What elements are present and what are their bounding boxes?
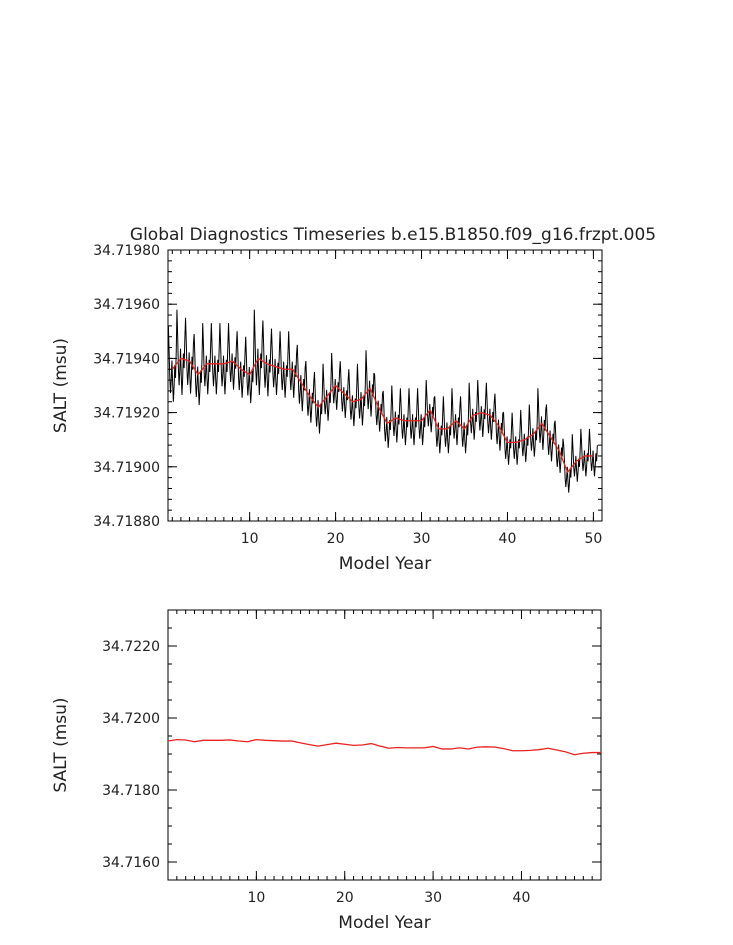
x-tick-label: 40 — [499, 531, 517, 547]
y-tick-label: 34.7180 — [102, 783, 160, 799]
x-tick-label: 40 — [513, 890, 531, 906]
y-tick-label: 34.7160 — [102, 855, 160, 871]
x-tick-label: 20 — [327, 531, 345, 547]
y-tick-label: 34.71920 — [93, 406, 160, 422]
plot-frame — [167, 249, 603, 522]
y-tick-label: 34.71980 — [93, 243, 160, 259]
x-tick-label: 30 — [413, 531, 431, 547]
y-axis-label: SALT (msu) — [51, 338, 71, 433]
x-tick-label: 20 — [336, 890, 354, 906]
x-tick-label: 10 — [241, 531, 259, 547]
y-tick-label: 34.71960 — [93, 297, 160, 313]
annual-mean-line — [171, 357, 594, 474]
y-tick-label: 34.71880 — [93, 514, 160, 530]
y-tick-label: 34.71940 — [93, 351, 160, 367]
y-axis-label: SALT (msu) — [51, 697, 71, 792]
plot-frame — [167, 609, 602, 881]
monthly-series-line — [167, 309, 598, 493]
chart-title: Global Diagnostics Timeseries b.e15.B185… — [130, 225, 656, 245]
y-tick-label: 34.7220 — [102, 639, 160, 655]
x-tick-label: 30 — [424, 890, 442, 906]
y-tick-label: 34.7200 — [102, 711, 160, 727]
x-tick-label: 10 — [247, 890, 265, 906]
y-tick-label: 34.71900 — [93, 460, 160, 476]
x-tick-label: 50 — [584, 531, 602, 547]
annual-mean-line — [167, 738, 601, 756]
x-axis-label: Model Year — [338, 913, 430, 933]
x-axis-label: Model Year — [339, 554, 431, 574]
